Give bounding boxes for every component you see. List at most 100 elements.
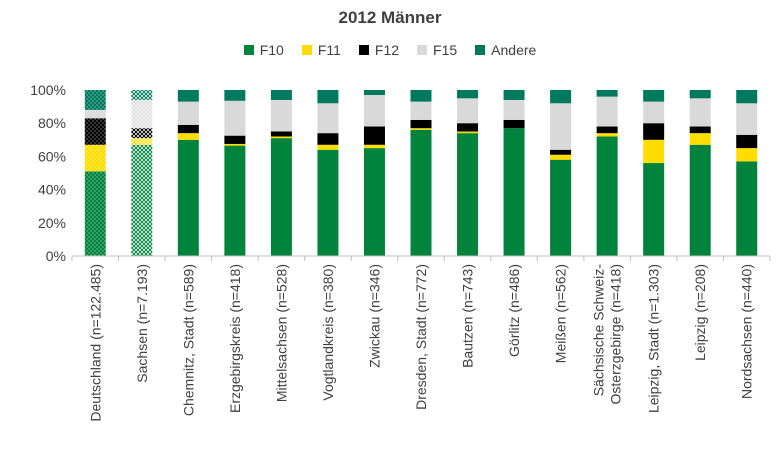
- bar-segment-f10: [177, 139, 199, 256]
- bar-segment-f10: [457, 133, 479, 256]
- bar-segment-f11: [410, 128, 432, 130]
- bar-segment-andere: [643, 90, 665, 102]
- x-category-label: Dresden, Stadt (n=772): [413, 264, 429, 410]
- bar-segment-andere: [596, 90, 618, 97]
- bar-segment-f11: [736, 148, 758, 162]
- bar-segment-f11: [224, 143, 246, 146]
- y-tick-label: 100%: [30, 82, 66, 98]
- bar-segment-f10: [596, 136, 618, 256]
- legend-swatch-f12: [358, 45, 369, 55]
- chart-legend: F10 F11 F12 F15 Andere: [0, 42, 780, 58]
- bar-segment-f12: [363, 126, 385, 145]
- bar-segment-f10: [503, 128, 525, 256]
- legend-swatch-f10: [243, 45, 254, 55]
- bar-segment-andere: [131, 90, 153, 100]
- x-category-label: Osterzgebirge (n=418): [608, 264, 624, 404]
- bar-segment-f15: [736, 103, 758, 135]
- bar-segment-f11: [643, 139, 665, 164]
- bar-segment-f11: [270, 136, 292, 139]
- bar-segment-f10: [224, 145, 246, 256]
- y-tick-label: 40%: [38, 182, 66, 198]
- chart-title: 2012 Männer: [338, 8, 442, 27]
- y-tick-label: 20%: [38, 215, 66, 231]
- bar-segment-f15: [410, 101, 432, 120]
- bar-segment-andere: [457, 90, 479, 99]
- bar-segment-f12: [503, 119, 525, 129]
- legend-label-f11: F11: [317, 42, 341, 58]
- bar-segment-f11: [550, 154, 572, 160]
- legend-swatch-f11: [301, 45, 312, 55]
- x-category-label: Görlitz (n=486): [506, 264, 522, 357]
- bar-segment-f11: [363, 144, 385, 149]
- bar-segment-f11: [317, 144, 339, 150]
- bar-segment-f10: [84, 171, 106, 256]
- bar-segment-f12: [689, 126, 711, 134]
- legend-swatch-f15: [417, 45, 428, 55]
- bar-segment-andere: [550, 90, 572, 104]
- y-tick-label: 60%: [38, 148, 66, 164]
- bar-segment-f12: [84, 118, 106, 145]
- bar-segment-andere: [410, 90, 432, 102]
- legend-swatch-andere: [475, 45, 486, 55]
- bar-segment-f10: [689, 144, 711, 256]
- x-category-label: Leipzig (n=208): [692, 264, 708, 361]
- bar-segment-andere: [177, 90, 199, 102]
- bar-segment-f15: [317, 103, 339, 134]
- bar-segment-f15: [84, 109, 106, 119]
- x-category-label: Sachsen (n=7.193): [134, 264, 150, 383]
- bar-segment-f11: [596, 133, 618, 137]
- bar-segment-f15: [596, 96, 618, 127]
- x-category-label: Zwickau (n=346): [366, 264, 382, 368]
- y-tick-label: 80%: [38, 115, 66, 131]
- bar-segment-f11: [131, 138, 153, 145]
- legend-item-f12: F12: [358, 42, 399, 58]
- x-category-label: Bautzen (n=743): [460, 264, 476, 368]
- bar-segment-f15: [503, 99, 525, 120]
- bar-segment-f15: [550, 103, 572, 150]
- bar-segment-f15: [457, 98, 479, 124]
- x-category-label: Erzgebirgskreis (n=418): [227, 264, 243, 413]
- legend-item-andere: Andere: [475, 42, 536, 58]
- legend-item-f15: F15: [417, 42, 457, 58]
- bar-segment-f12: [736, 134, 758, 149]
- bar-segment-andere: [270, 90, 292, 100]
- bar-segment-f12: [410, 119, 432, 129]
- bar-segment-f12: [270, 131, 292, 137]
- bar-segment-f15: [689, 98, 711, 127]
- x-category-label: Nordsachsen (n=440): [739, 264, 755, 399]
- legend-label-andere: Andere: [491, 42, 537, 58]
- bar-segment-f12: [457, 123, 479, 132]
- bar-segment-f15: [177, 101, 199, 125]
- bar-segment-f12: [131, 128, 153, 139]
- bar-segment-f10: [736, 161, 758, 256]
- bar-segment-f15: [363, 94, 385, 127]
- bar-segment-f15: [131, 99, 153, 129]
- bar-segment-f12: [643, 123, 665, 140]
- bar-segment-andere: [224, 90, 246, 101]
- bar-segment-f10: [363, 148, 385, 256]
- x-category-label: Chemnitz, Stadt (n=589): [180, 264, 196, 416]
- x-category-label: Vogtlandkreis (n=380): [320, 264, 336, 401]
- legend-label-f10: F10: [259, 42, 284, 58]
- bar-segment-f12: [177, 124, 199, 134]
- x-category-label: Meißen (n=562): [553, 264, 569, 363]
- bar-segment-andere: [317, 90, 339, 104]
- bar-segment-f11: [457, 131, 479, 134]
- bar-segment-f10: [131, 144, 153, 256]
- x-category-label: Mittelsachsen (n=528): [273, 264, 289, 402]
- x-category-label: Deutschland (n=122.485): [87, 264, 103, 422]
- bar-segment-f10: [317, 149, 339, 256]
- bar-segment-f15: [643, 101, 665, 124]
- bar-segment-f12: [596, 126, 618, 134]
- legend-label-f15: F15: [433, 42, 458, 58]
- x-category-label: Leipzig, Stadt (n=1.303): [646, 264, 662, 413]
- bar-segment-andere: [503, 90, 525, 100]
- bar-segment-f12: [550, 149, 572, 155]
- x-category-label: Sächsische Schweiz-: [591, 264, 607, 397]
- legend-item-f11: F11: [301, 42, 341, 58]
- bar-segment-andere: [363, 90, 385, 95]
- bar-segment-f15: [270, 99, 292, 132]
- bar-segment-f10: [410, 129, 432, 256]
- bar-segment-andere: [689, 90, 711, 99]
